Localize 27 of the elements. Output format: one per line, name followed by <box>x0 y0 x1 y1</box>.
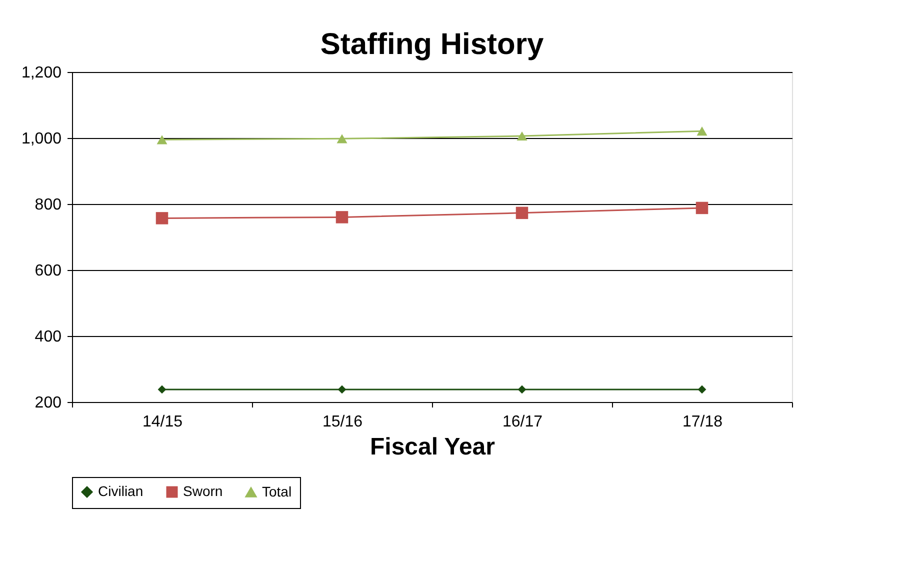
point <box>336 211 348 224</box>
y-tick-label: 400 <box>34 328 62 346</box>
x-tick-label: 15/16 <box>322 414 363 430</box>
point <box>696 202 708 214</box>
x-tick-label: 16/17 <box>502 414 543 430</box>
point <box>158 385 166 394</box>
point <box>518 385 526 394</box>
point <box>516 206 528 220</box>
x-tick-label: 17/18 <box>682 414 723 430</box>
legend-label: Sworn <box>183 483 223 499</box>
y-tick-label: 1,200 <box>21 64 62 82</box>
point <box>156 135 168 144</box>
y-tick-label: 800 <box>34 196 62 214</box>
y-tick-label: 1,000 <box>21 130 62 148</box>
y-tick-label: 600 <box>34 262 62 280</box>
point <box>696 126 708 136</box>
point <box>156 212 168 224</box>
legend-label: Civilian <box>98 483 144 499</box>
point <box>336 134 348 144</box>
x-tick-label: 14/15 <box>142 414 183 430</box>
chart-title: Staffing History <box>320 28 544 61</box>
legend-label: Total <box>262 483 292 500</box>
point <box>338 385 346 394</box>
x-axis-title: Fiscal Year <box>370 434 495 460</box>
y-tick-label: 200 <box>34 394 62 412</box>
point <box>698 385 706 394</box>
point <box>516 131 528 141</box>
